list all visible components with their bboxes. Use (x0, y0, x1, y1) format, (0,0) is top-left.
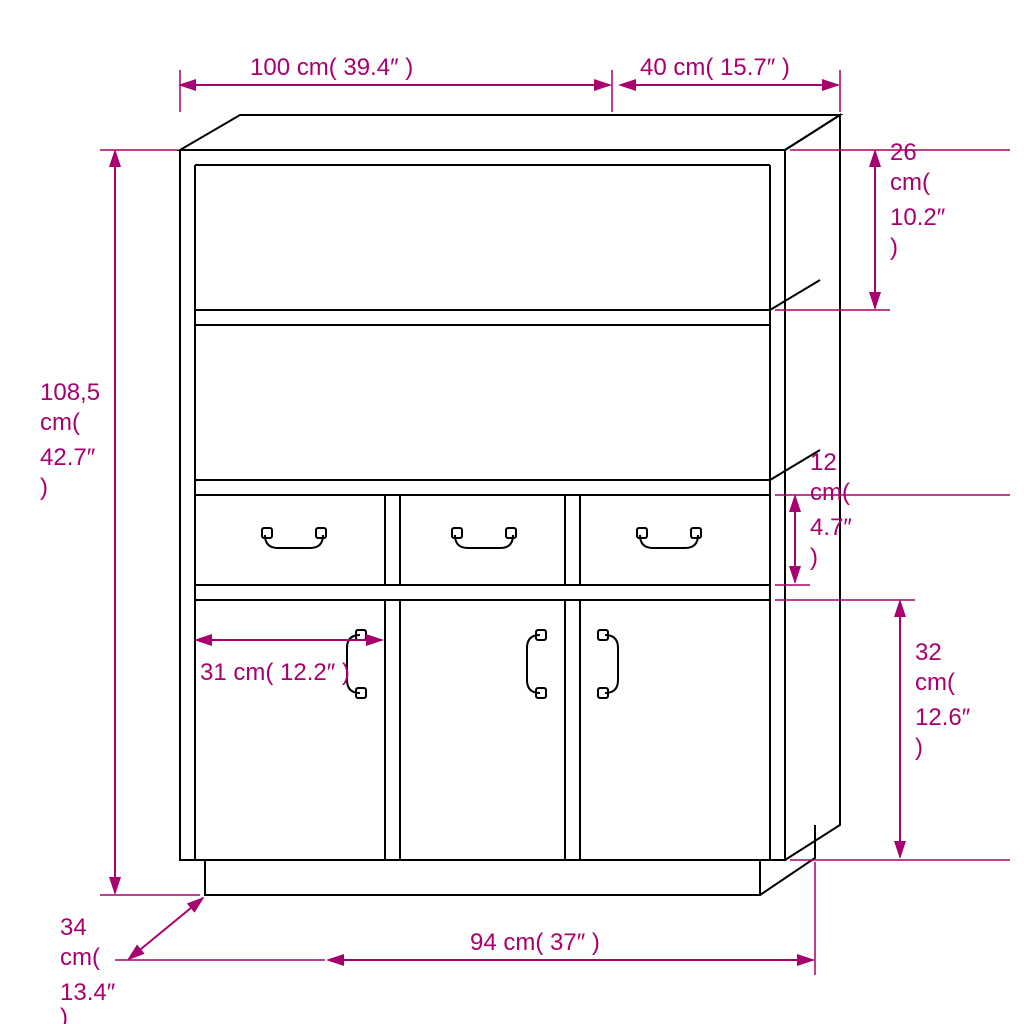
label-shelf-height-cm: 26 (890, 139, 917, 166)
svg-text:cm(: cm( (60, 944, 100, 971)
dim-base-depth: 34 cm( 13.4″ ) (60, 898, 325, 1024)
dim-base-width: 94 cm( 37″ ) (330, 862, 815, 975)
svg-text:108,5: 108,5 (40, 379, 100, 406)
label-door-width: 31 cm( 12.2″ ) (200, 659, 350, 686)
svg-text:cm(: cm( (915, 669, 955, 696)
svg-text:10.2″: 10.2″ (890, 204, 946, 231)
svg-text:): ) (810, 544, 818, 571)
svg-text:): ) (60, 1004, 68, 1024)
svg-text:12: 12 (810, 449, 837, 476)
svg-text:): ) (890, 234, 898, 261)
svg-text:cm(: cm( (890, 169, 930, 196)
dim-shelf-height: 26 cm( 10.2″ ) (775, 139, 1010, 310)
svg-text:13.4″: 13.4″ (60, 979, 116, 1006)
dim-door-width: 31 cm( 12.2″ ) (198, 640, 382, 686)
drawer-handle-2 (452, 528, 516, 548)
label-width-top: 100 cm( 39.4″ ) (250, 54, 413, 81)
label-base-width: 94 cm( 37″ ) (470, 929, 600, 956)
svg-text:): ) (40, 474, 48, 501)
cabinet-outline (180, 115, 840, 895)
svg-text:12.6″: 12.6″ (915, 704, 971, 731)
svg-text:4.7″: 4.7″ (810, 514, 852, 541)
dim-depth-top: 40 cm( 15.7″ ) (622, 54, 840, 112)
svg-text:34: 34 (60, 914, 87, 941)
dim-total-height: 108,5 cm( 42.7″ ) (40, 150, 200, 895)
svg-text:cm(: cm( (810, 479, 850, 506)
drawer-handle-3 (637, 528, 701, 548)
label-depth-top: 40 cm( 15.7″ ) (640, 54, 790, 81)
svg-text:cm(: cm( (40, 409, 80, 436)
svg-text:32: 32 (915, 639, 942, 666)
door-handle-3 (598, 630, 618, 698)
svg-text:42.7″: 42.7″ (40, 444, 96, 471)
dim-drawer-height: 12 cm( 4.7″ ) (775, 449, 1010, 585)
svg-text:): ) (915, 734, 923, 761)
drawer-handle-1 (262, 528, 326, 548)
dim-door-height: 32 cm( 12.6″ ) (775, 600, 1010, 860)
door-handle-2 (527, 630, 546, 698)
dim-width-top: 100 cm( 39.4″ ) (180, 54, 612, 112)
furniture-dimension-diagram: 100 cm( 39.4″ ) 40 cm( 15.7″ ) 26 cm( 10… (0, 0, 1024, 1024)
